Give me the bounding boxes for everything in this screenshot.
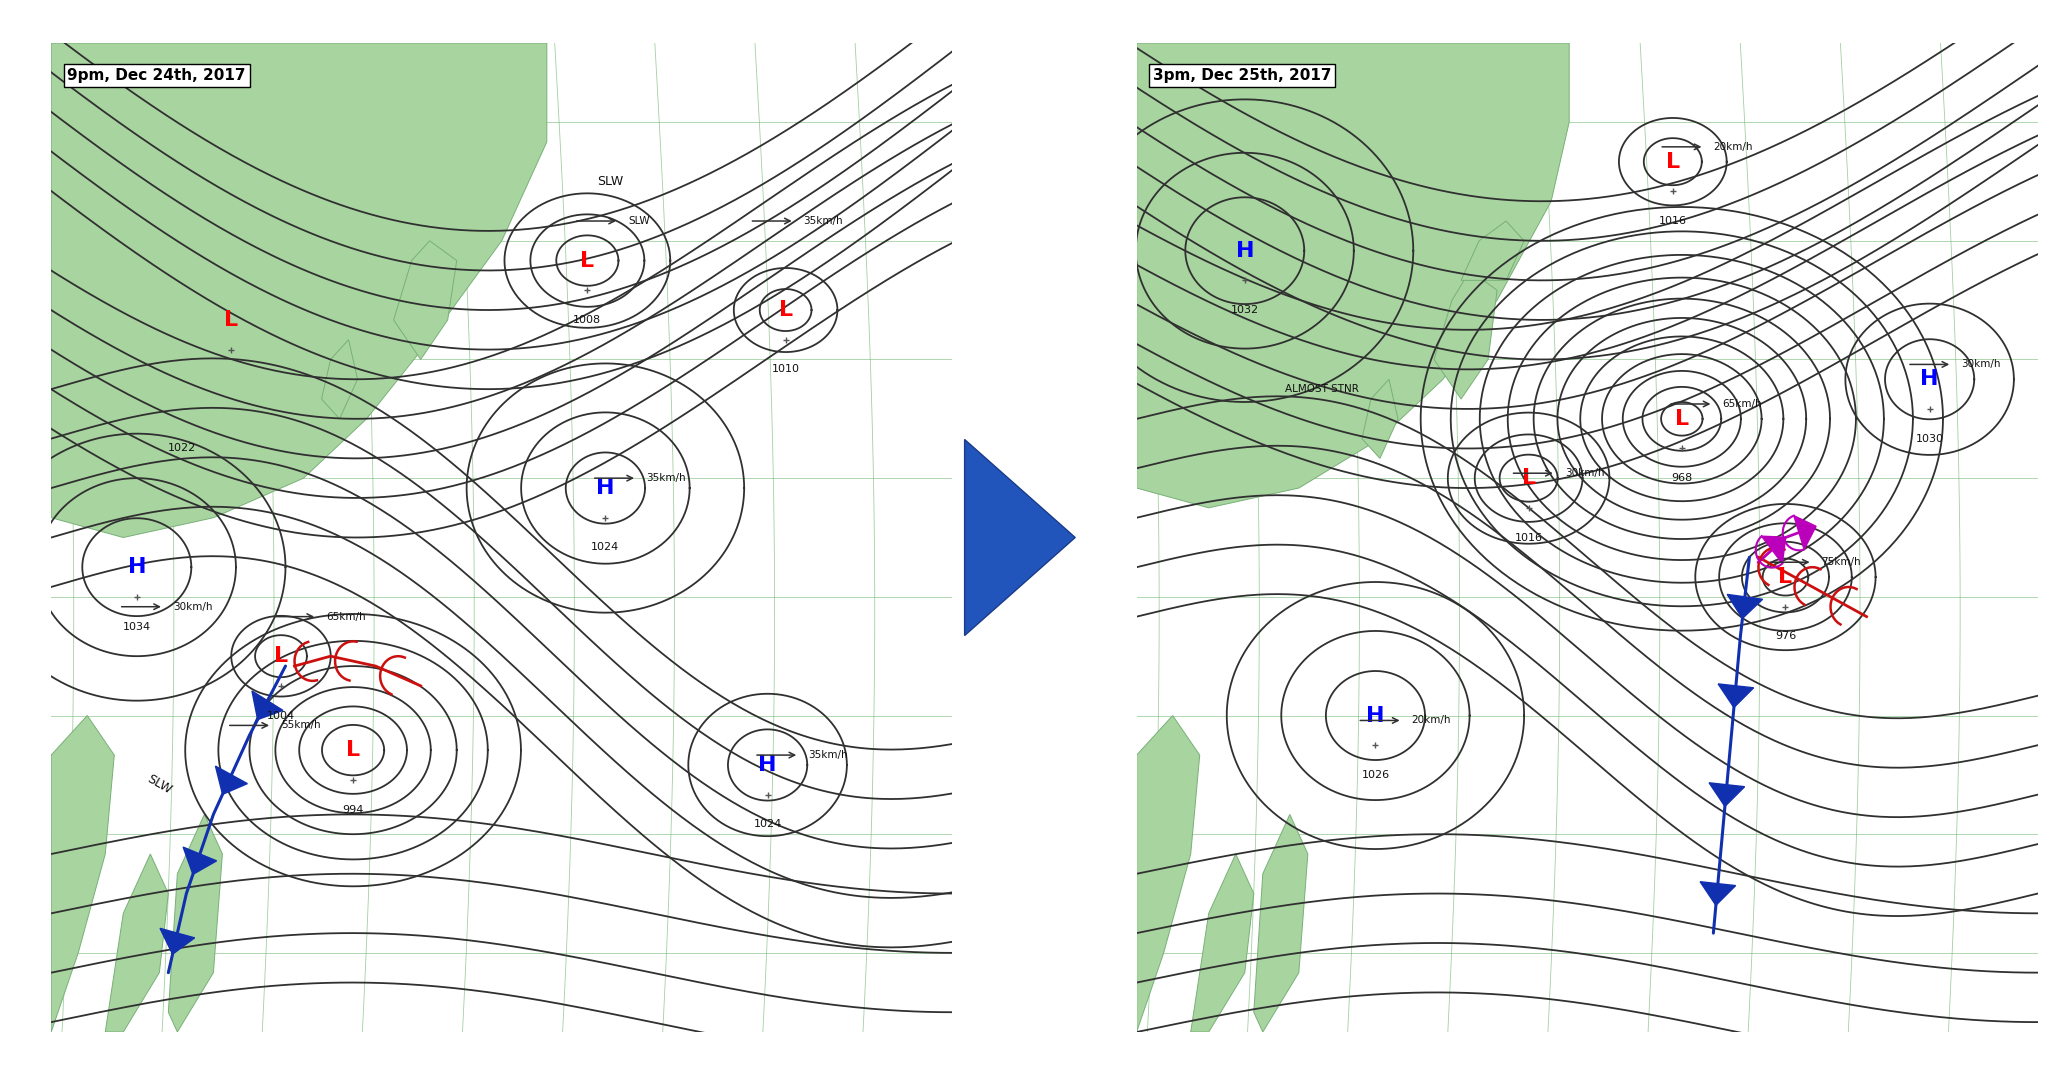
Text: L: L xyxy=(580,250,594,271)
Text: L: L xyxy=(274,646,289,666)
Text: 75km/h: 75km/h xyxy=(1821,557,1862,568)
Polygon shape xyxy=(1726,594,1763,618)
Text: L: L xyxy=(1675,408,1690,429)
Text: 35km/h: 35km/h xyxy=(803,216,844,226)
Polygon shape xyxy=(168,815,223,1032)
Polygon shape xyxy=(252,691,283,719)
Text: 30km/h: 30km/h xyxy=(1565,469,1604,478)
Text: 1024: 1024 xyxy=(592,543,618,553)
Polygon shape xyxy=(1434,271,1497,399)
Polygon shape xyxy=(1190,854,1253,1032)
Text: 65km/h: 65km/h xyxy=(1722,399,1761,408)
Text: 976: 976 xyxy=(1776,631,1796,642)
Text: 1026: 1026 xyxy=(1362,770,1389,780)
Text: 1010: 1010 xyxy=(772,364,799,374)
Polygon shape xyxy=(1761,536,1786,563)
Text: 65km/h: 65km/h xyxy=(326,612,367,621)
Text: 1004: 1004 xyxy=(266,711,295,720)
Text: H: H xyxy=(1235,241,1253,261)
Polygon shape xyxy=(215,766,248,794)
Text: L: L xyxy=(1665,152,1679,172)
Polygon shape xyxy=(104,854,168,1032)
Text: 30km/h: 30km/h xyxy=(1962,359,2001,370)
Text: 35km/h: 35km/h xyxy=(809,750,848,760)
Polygon shape xyxy=(322,340,358,419)
Text: H: H xyxy=(1921,369,1939,389)
Polygon shape xyxy=(965,440,1075,635)
Text: ALMOST STNR: ALMOST STNR xyxy=(1286,384,1360,395)
Text: H: H xyxy=(596,478,614,498)
Polygon shape xyxy=(1460,221,1524,281)
Text: H: H xyxy=(1366,705,1384,726)
Text: 20km/h: 20km/h xyxy=(1714,142,1753,152)
Polygon shape xyxy=(1794,516,1817,549)
Text: SLW: SLW xyxy=(145,773,174,797)
Text: SLW: SLW xyxy=(629,216,649,226)
Text: 1030: 1030 xyxy=(1915,433,1944,444)
Text: 9pm, Dec 24th, 2017: 9pm, Dec 24th, 2017 xyxy=(68,68,246,83)
Text: 1016: 1016 xyxy=(1659,216,1688,226)
Polygon shape xyxy=(182,847,217,874)
Polygon shape xyxy=(51,43,547,538)
Text: H: H xyxy=(758,755,776,775)
Text: L: L xyxy=(1778,567,1792,587)
Text: 20km/h: 20km/h xyxy=(1411,716,1450,726)
Polygon shape xyxy=(1137,716,1200,1032)
Polygon shape xyxy=(1253,815,1309,1032)
Text: 55km/h: 55km/h xyxy=(281,720,322,730)
Text: L: L xyxy=(1522,468,1536,488)
Text: 1024: 1024 xyxy=(754,819,782,830)
Text: SLW: SLW xyxy=(596,175,623,188)
Text: L: L xyxy=(225,310,238,330)
Text: L: L xyxy=(346,740,360,760)
Text: 1022: 1022 xyxy=(168,444,197,454)
Polygon shape xyxy=(1710,783,1745,806)
Text: 1016: 1016 xyxy=(1516,532,1542,543)
Polygon shape xyxy=(393,241,457,359)
Text: 994: 994 xyxy=(342,804,365,815)
Text: 1008: 1008 xyxy=(573,315,602,325)
Text: 968: 968 xyxy=(1671,473,1692,484)
Polygon shape xyxy=(1718,684,1753,707)
Text: 35km/h: 35km/h xyxy=(645,473,686,483)
Text: 1032: 1032 xyxy=(1231,305,1260,315)
Text: 30km/h: 30km/h xyxy=(172,602,213,612)
Polygon shape xyxy=(51,716,115,1032)
Polygon shape xyxy=(1700,882,1735,905)
Polygon shape xyxy=(1362,379,1399,458)
Text: L: L xyxy=(778,300,793,320)
Polygon shape xyxy=(1137,43,1569,507)
Polygon shape xyxy=(160,929,195,955)
Text: 3pm, Dec 25th, 2017: 3pm, Dec 25th, 2017 xyxy=(1153,68,1331,83)
Text: 1034: 1034 xyxy=(123,621,152,632)
Text: H: H xyxy=(127,557,145,577)
